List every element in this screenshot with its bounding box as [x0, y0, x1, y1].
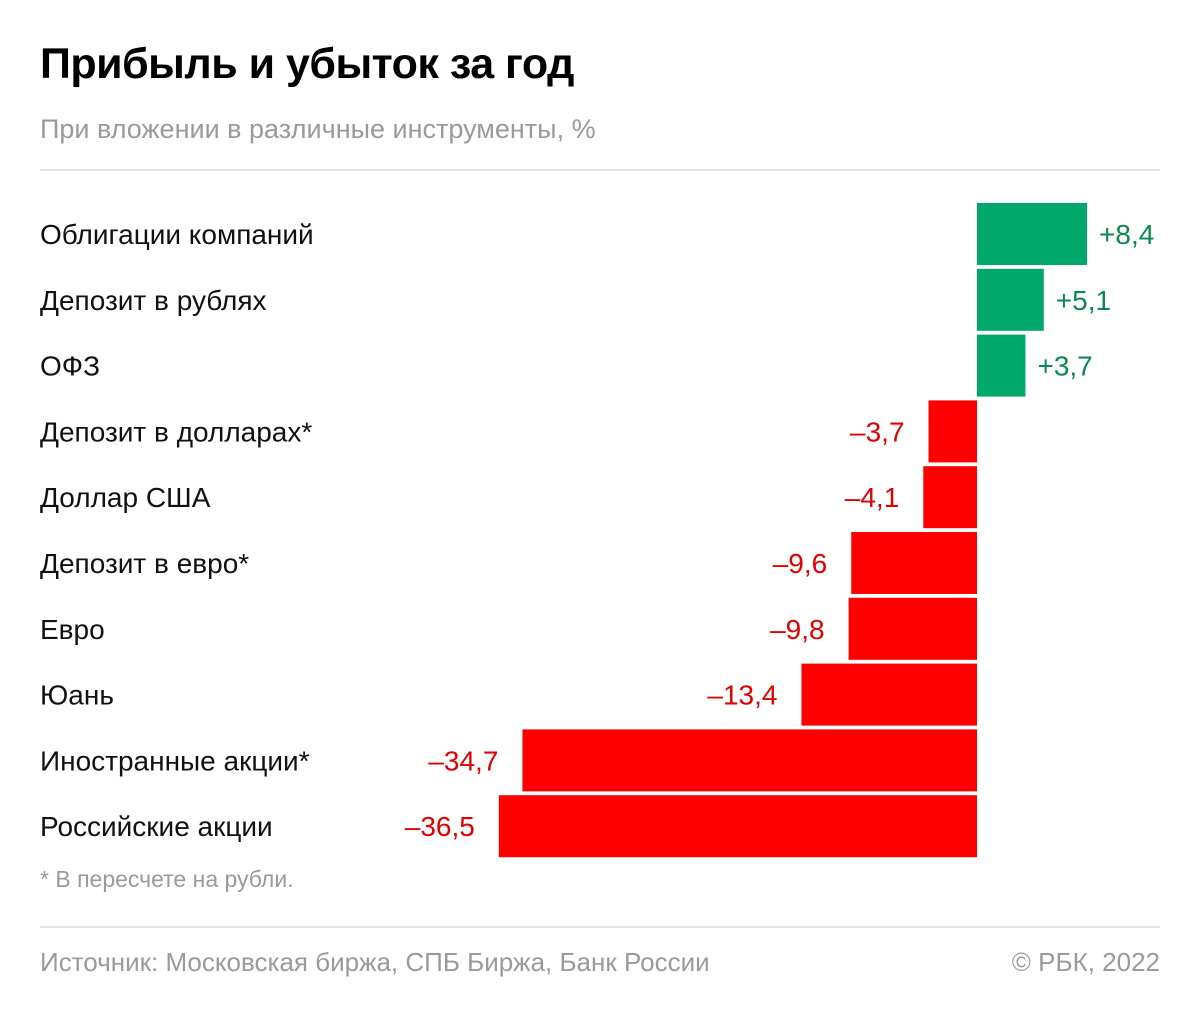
value-label: +8,4: [1099, 219, 1154, 250]
value-label: +3,7: [1037, 351, 1092, 382]
value-label: –9,8: [770, 614, 825, 645]
category-label: Депозит в долларах*: [40, 416, 312, 447]
bar: [923, 466, 977, 529]
category-label: Российские акции: [40, 811, 273, 842]
value-label: –9,6: [773, 548, 828, 579]
value-label: –4,1: [845, 482, 900, 513]
bar: [801, 663, 977, 726]
bar: [977, 334, 1026, 397]
bar: [977, 268, 1044, 331]
bar: [522, 729, 977, 792]
category-label: Доллар США: [40, 482, 211, 513]
category-label: Депозит в евро*: [40, 548, 249, 579]
bar: [498, 795, 977, 858]
bar: [928, 400, 977, 463]
top-divider: [40, 169, 1160, 171]
chart-subtitle: При вложении в различные инструменты, %: [40, 114, 596, 144]
category-label: Облигации компаний: [40, 219, 314, 250]
value-label: –3,7: [850, 416, 905, 447]
category-label: Евро: [40, 614, 105, 645]
value-label: +5,1: [1056, 285, 1111, 316]
bar: [977, 203, 1088, 265]
category-label: ОФЗ: [40, 351, 100, 382]
value-label: –13,4: [707, 680, 777, 711]
copyright-text: © РБК, 2022: [1011, 947, 1160, 977]
bottom-divider: [40, 926, 1160, 928]
category-label: Иностранные акции*: [40, 745, 310, 776]
source-text: Источник: Московская биржа, СПБ Биржа, Б…: [40, 947, 710, 977]
bar: [848, 597, 977, 660]
footnote: * В пересчете на рубли.: [40, 866, 294, 892]
value-label: –36,5: [405, 811, 475, 842]
chart-title: Прибыль и убыток за год: [40, 40, 574, 88]
bar: [851, 532, 977, 594]
category-label: Юань: [40, 680, 114, 711]
value-label: –34,7: [428, 745, 498, 776]
category-label: Депозит в рублях: [40, 285, 267, 316]
